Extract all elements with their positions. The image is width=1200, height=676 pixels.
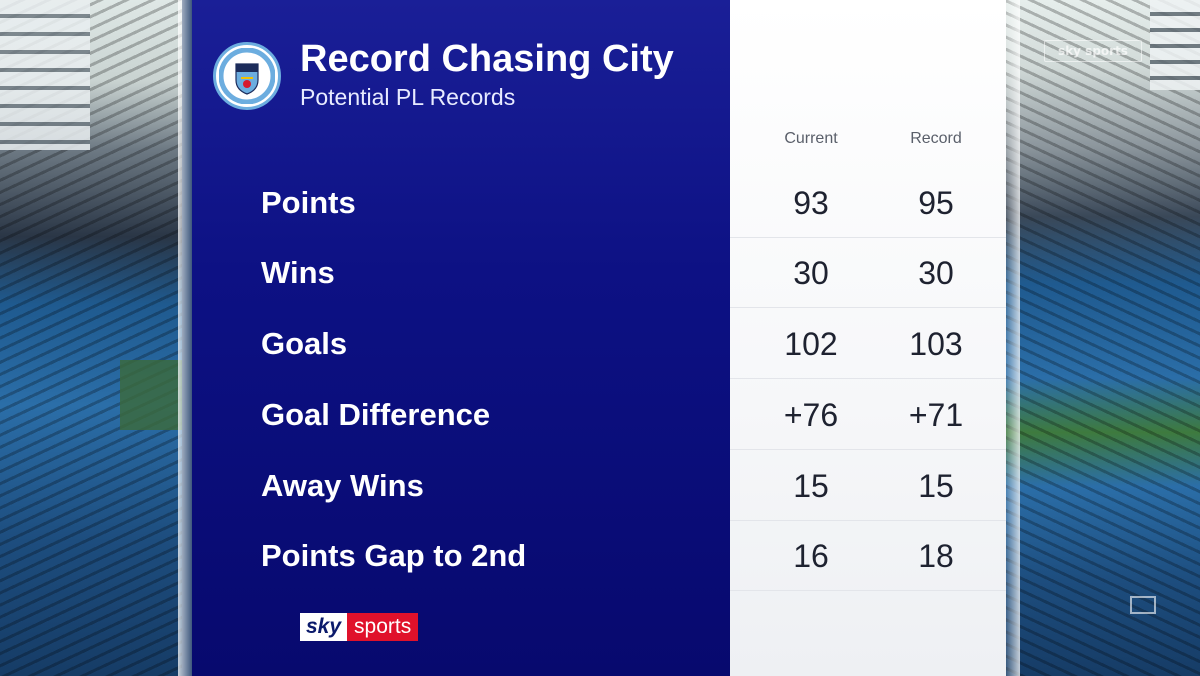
corner-mark-icon [1130, 596, 1156, 614]
stadium-roof-right [1150, 0, 1200, 90]
sky-sports-logo: sky sports [300, 613, 419, 641]
stat-row: Goals 102 103 [192, 309, 1006, 379]
stat-row: Wins 30 30 [192, 238, 1006, 308]
stat-label: Points Gap to 2nd [261, 538, 527, 573]
row-divider [730, 590, 1006, 591]
stat-label: Goals [261, 326, 348, 361]
stat-record-value: 95 [918, 185, 954, 221]
stat-row: Points Gap to 2nd 16 18 [192, 521, 1006, 591]
stat-current-value: 30 [793, 255, 829, 291]
row-divider [730, 307, 1006, 308]
stat-current-value: 16 [793, 538, 829, 574]
stat-record-value: 15 [918, 468, 954, 504]
stat-current-value: 15 [793, 468, 829, 504]
stat-current-value: +76 [783, 397, 839, 433]
stat-current-value: 102 [784, 326, 838, 362]
pitch-left [120, 360, 182, 430]
stat-label: Wins [261, 255, 335, 290]
stat-row: Goal Difference +76 +71 [192, 380, 1006, 450]
stat-row: Points 93 95 [192, 168, 1006, 238]
stat-current-value: 93 [793, 185, 829, 221]
page-title: Record Chasing City [300, 38, 674, 80]
stat-label: Goal Difference [261, 397, 491, 432]
row-divider [730, 237, 1006, 238]
row-divider [730, 449, 1006, 450]
stat-record-value: 30 [918, 255, 954, 291]
manchester-city-crest-icon [213, 42, 281, 110]
stat-row: Away Wins 15 15 [192, 451, 1006, 521]
stat-record-value: 18 [918, 538, 954, 574]
stadium-roof-left [0, 0, 90, 150]
row-divider [730, 378, 1006, 379]
stats-panel-values [730, 0, 1006, 676]
stat-record-value: 103 [909, 326, 963, 362]
stats-panel-labels [192, 0, 730, 676]
column-header-current: Current [784, 130, 838, 147]
row-divider [730, 520, 1006, 521]
stat-record-value: +71 [908, 397, 964, 433]
stat-label: Points [261, 185, 356, 220]
sports-logo-text: sports [347, 613, 419, 641]
column-header-record: Record [910, 130, 962, 147]
sky-logo-text: sky [300, 613, 348, 641]
stat-label: Away Wins [261, 468, 424, 503]
frame-edge-left [178, 0, 192, 676]
page-subtitle: Potential PL Records [300, 84, 516, 110]
channel-watermark: sky sports [1044, 40, 1142, 62]
stadium-background-right [1000, 0, 1200, 676]
frame-edge-right [1006, 0, 1020, 676]
